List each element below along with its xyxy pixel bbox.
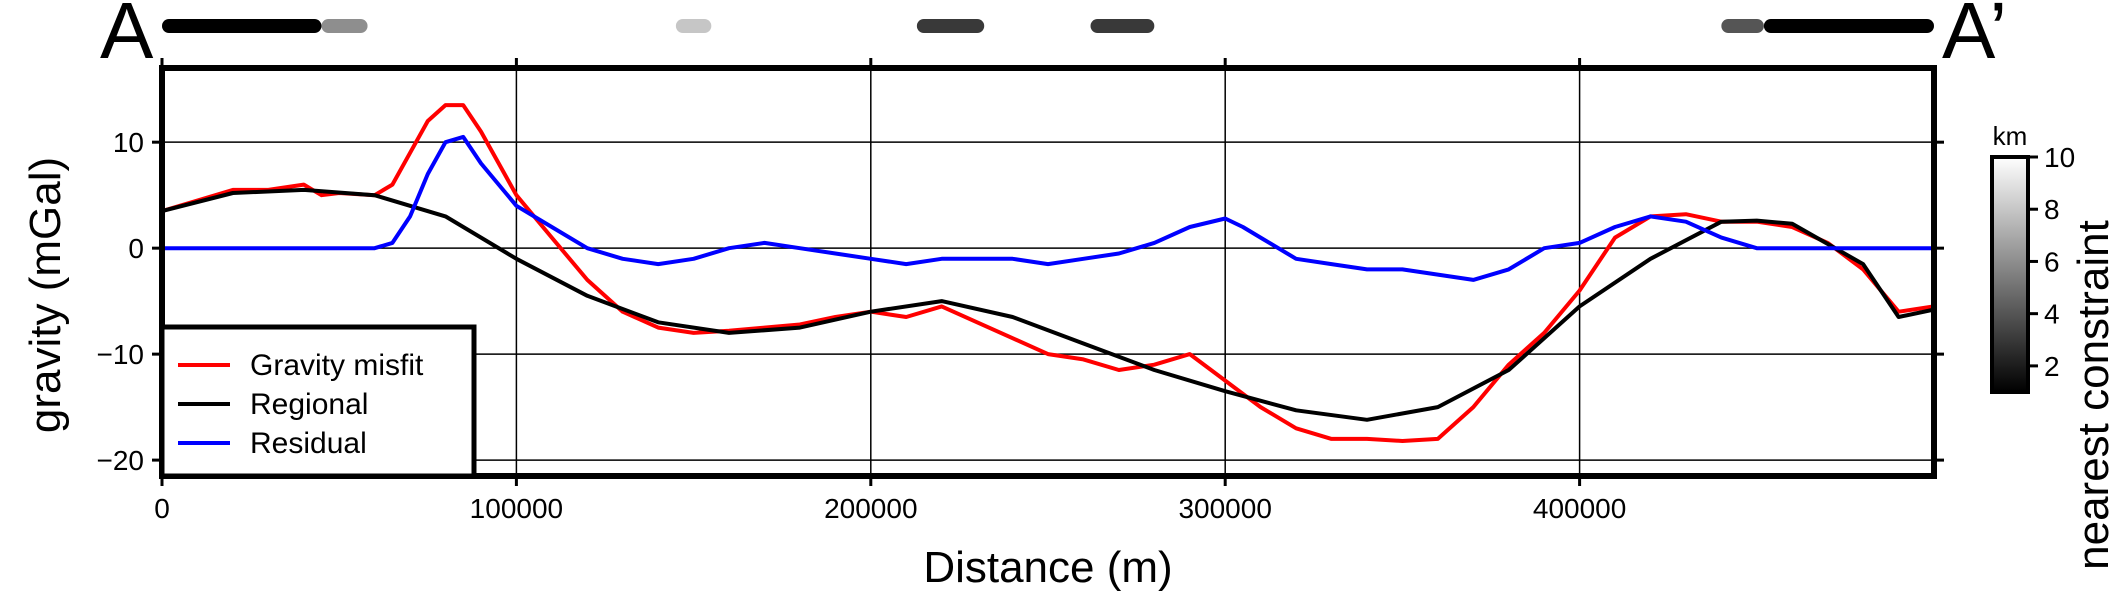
plot-frame bbox=[159, 65, 1937, 479]
colorbar-tick-label-3: 4 bbox=[2044, 299, 2060, 330]
profile-end-label: A’ bbox=[1942, 0, 2007, 75]
colorbar-tick-label-0: 10 bbox=[2044, 142, 2075, 173]
series-group bbox=[162, 103, 1934, 443]
series-line-gravity-misfit bbox=[162, 103, 1934, 443]
profile-start-label: A bbox=[100, 0, 154, 75]
x-tick-label-1: 100000 bbox=[470, 493, 563, 524]
x-axis-label: Distance (m) bbox=[923, 543, 1172, 592]
x-tick-label-4: 400000 bbox=[1533, 493, 1626, 524]
y-tick-label-1: 0 bbox=[128, 233, 144, 264]
constraint-segment-6 bbox=[1763, 19, 1934, 33]
constraint-distance-bar bbox=[162, 19, 1934, 33]
x-tick-label-3: 300000 bbox=[1178, 493, 1271, 524]
y-axis-label: gravity (mGal) bbox=[21, 157, 70, 433]
colorbar: km 10 8 6 4 2 nearest constraint bbox=[1990, 121, 2117, 570]
y-tick-label-0: 10 bbox=[113, 127, 144, 158]
y-axis-ticks: 10 0 −10 −20 bbox=[97, 127, 1944, 476]
colorbar-gradient bbox=[1990, 155, 2030, 394]
colorbar-unit: km bbox=[1993, 121, 2028, 151]
colorbar-tick-label-2: 6 bbox=[2044, 246, 2060, 277]
colorbar-tick-label-1: 8 bbox=[2044, 194, 2060, 225]
legend-box bbox=[159, 324, 477, 479]
y-tick-label-2: −10 bbox=[97, 339, 145, 370]
series-line-residual bbox=[162, 134, 1934, 282]
constraint-segment-1 bbox=[321, 19, 368, 33]
constraint-segment-0 bbox=[162, 19, 322, 33]
constraint-segment-3 bbox=[916, 19, 985, 33]
legend-entry-1: Regional bbox=[250, 388, 368, 421]
constraint-segment-5 bbox=[1721, 19, 1764, 33]
legend: Gravity misfit Regional Residual bbox=[159, 324, 477, 479]
colorbar-tick-label-4: 2 bbox=[2044, 351, 2060, 382]
x-tick-label-2: 200000 bbox=[824, 493, 917, 524]
series-line-regional bbox=[162, 187, 1934, 422]
x-tick-label-0: 0 bbox=[154, 493, 170, 524]
legend-entry-2: Residual bbox=[250, 427, 367, 460]
y-tick-label-3: −20 bbox=[97, 445, 145, 476]
constraint-segment-2 bbox=[675, 19, 712, 33]
colorbar-label: nearest constraint bbox=[2069, 220, 2117, 570]
constraint-segment-4 bbox=[1090, 19, 1155, 33]
legend-entry-0: Gravity misfit bbox=[250, 349, 424, 382]
